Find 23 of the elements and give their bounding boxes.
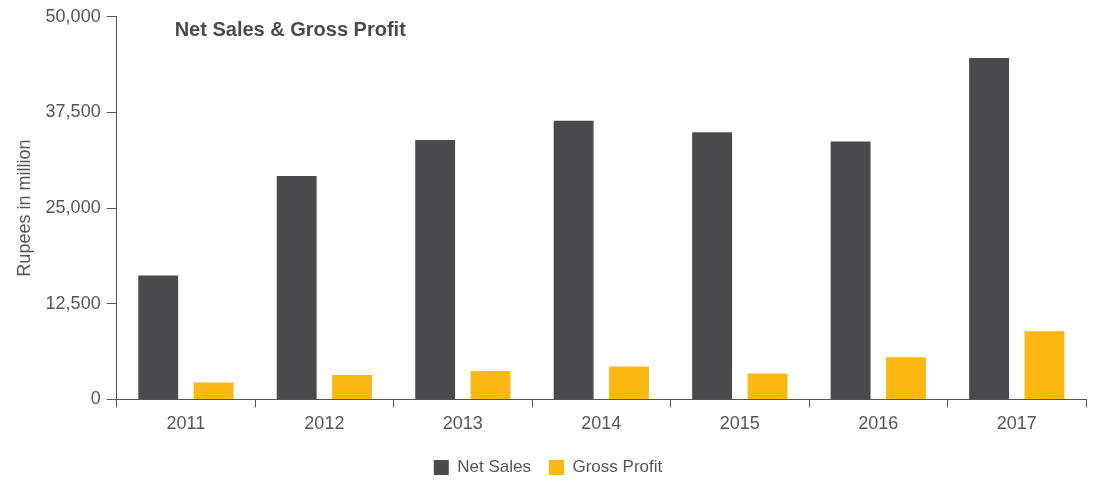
bar [332,374,373,399]
bar [886,357,926,399]
x-tick-label: 2014 [581,413,622,434]
bar [609,366,649,399]
chart-title: Net Sales & Gross Profit [174,18,407,41]
legend-label: Gross Profit [572,457,663,477]
x-tick-label: 2015 [719,413,760,434]
x-tick-label: 2017 [996,413,1037,434]
y-axis-title: Rupees in million [13,139,34,277]
y-tick-label: 37,500 [45,101,101,122]
y-tick-label: 50,000 [45,5,101,26]
x-tick-label: 2011 [166,413,206,434]
y-tick-label: 0 [90,388,101,409]
bar [1024,331,1065,399]
bar [470,371,511,399]
x-tick-label: 2013 [442,413,483,434]
x-tick-label: 2012 [304,413,345,434]
y-tick-label: 25,000 [45,197,101,218]
bar [747,373,788,399]
y-tick-label: 12,500 [45,292,101,313]
x-tick-label: 2016 [858,413,899,434]
bar [193,382,234,399]
legend-label: Net Sales [457,457,531,477]
